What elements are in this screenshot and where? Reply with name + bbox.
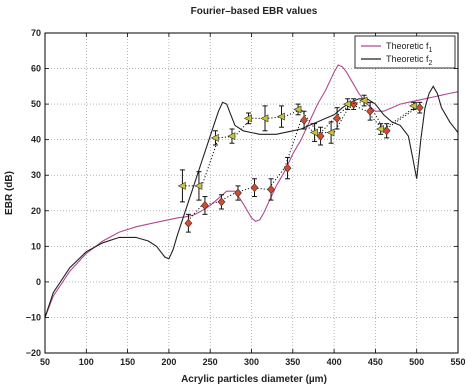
x-tick-label: 200 <box>161 357 176 367</box>
x-tick-label: 450 <box>368 357 383 367</box>
x-tick-label: 150 <box>120 357 135 367</box>
legend-label-subscript: 1 <box>429 47 433 54</box>
data-point-triangle <box>194 181 203 190</box>
data-point-diamond <box>415 103 424 113</box>
x-tick-label: 250 <box>203 357 218 367</box>
data-point-diamond <box>333 113 341 123</box>
data-point-triangle <box>260 114 269 123</box>
y-tick-label: 0 <box>36 277 41 287</box>
data-point-diamond <box>366 106 375 116</box>
data-point-triangle <box>210 133 219 142</box>
x-tick-label: 550 <box>450 357 465 367</box>
x-axis-label: Acrylic particles diameter (µm) <box>181 374 327 385</box>
x-tick-label: 100 <box>79 357 94 367</box>
data-point-diamond <box>234 188 242 198</box>
data-point-diamond <box>283 163 292 173</box>
y-tick-label: 30 <box>31 170 41 180</box>
data-point-diamond <box>250 183 259 193</box>
x-tick-label: 400 <box>327 357 342 367</box>
data-point-diamond <box>300 115 308 125</box>
data-point-triangle <box>342 100 351 109</box>
data-point-triangle <box>293 105 302 114</box>
data-point-triangle <box>227 132 236 141</box>
data-point-diamond <box>267 184 275 194</box>
y-tick-label: 60 <box>31 64 41 74</box>
legend-label-subscript: 2 <box>429 60 433 67</box>
data-point-diamond <box>184 218 193 228</box>
legend-label: Theoretic f2 <box>386 54 433 67</box>
y-tick-label: 10 <box>31 241 41 251</box>
data-point-diamond <box>316 131 325 141</box>
y-tick-label: −10 <box>26 312 41 322</box>
data-point-triangle <box>375 125 384 133</box>
data-point-diamond <box>382 126 391 136</box>
data-point-triangle <box>359 96 368 105</box>
data-point-triangle <box>326 128 335 137</box>
plot-area <box>44 64 459 318</box>
y-tick-label: 50 <box>31 99 41 109</box>
x-tick-label: 300 <box>244 357 259 367</box>
theoretic-curve-1 <box>44 64 459 318</box>
legend-box <box>354 35 456 69</box>
y-axis-label: EBR (dB) <box>4 171 15 215</box>
data-point-diamond <box>201 200 209 210</box>
theoretic-curve-2 <box>44 85 459 318</box>
chart-title: Fourier–based EBR values <box>191 6 318 17</box>
grid <box>45 33 458 353</box>
data-point-triangle <box>243 114 252 123</box>
y-tick-label: 20 <box>31 206 41 216</box>
data-point-triangle <box>409 101 418 110</box>
data-point-diamond <box>349 99 358 109</box>
y-tick-label: 40 <box>31 135 41 145</box>
data-point-triangle <box>177 181 186 190</box>
x-tick-label: 350 <box>285 357 300 367</box>
x-tick-label: 500 <box>409 357 424 367</box>
measured-series-line <box>185 103 417 224</box>
legend-label: Theoretic f1 <box>386 41 433 54</box>
data-point-diamond <box>217 197 226 207</box>
x-tick-label: 50 <box>40 357 50 367</box>
y-tick-label: −20 <box>26 348 41 358</box>
data-point-triangle <box>276 112 285 121</box>
data-point-triangle <box>309 128 318 137</box>
y-tick-label: 70 <box>31 28 41 38</box>
axis-ticks: 50 100 150 200 250 300 350 400 450 500 550−20−1001… <box>26 28 466 367</box>
